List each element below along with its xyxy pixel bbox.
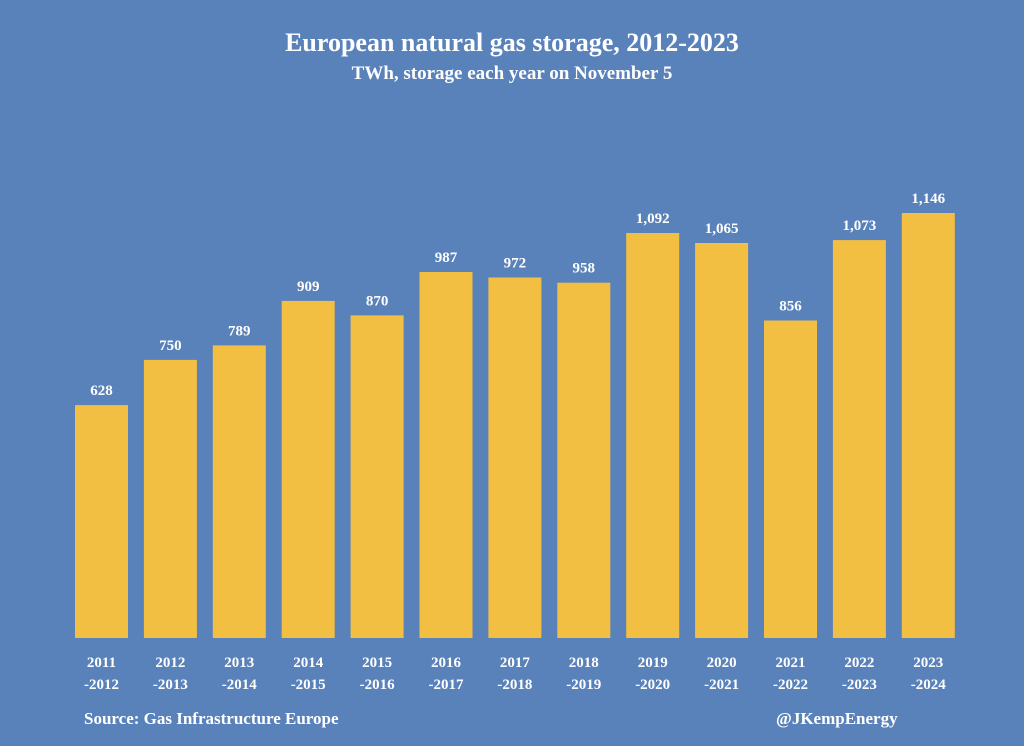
x-tick-label: 2019 -2020: [635, 655, 670, 693]
bar-2015: [350, 315, 404, 638]
x-tick-label: 2014 -2015: [291, 655, 326, 693]
x-tick-label: 2011 -2012: [84, 655, 119, 693]
x-tick-label: 2016 -2017: [429, 655, 464, 693]
data-label: 1,146: [911, 191, 945, 207]
bar-2014: [281, 300, 335, 638]
data-label: 972: [504, 256, 527, 272]
x-tick-label: 2021 -2022: [773, 655, 808, 693]
data-label: 750: [159, 338, 182, 354]
data-label: 856: [779, 299, 802, 315]
data-label: 1,065: [705, 221, 739, 237]
x-tick-label: 2022 -2023: [842, 655, 877, 693]
x-tick-label: 2015 -2016: [360, 655, 395, 693]
bar-2016: [419, 272, 473, 638]
bar-2017: [488, 277, 542, 638]
bar-2020: [695, 243, 749, 638]
data-label: 909: [297, 279, 320, 295]
chart-subtitle: TWh, storage each year on November 5: [351, 63, 673, 84]
data-label: 1,073: [843, 218, 877, 234]
chart-title: European natural gas storage, 2012-2023: [285, 28, 739, 57]
x-tick-label: 2020 -2021: [704, 655, 739, 693]
bar-2023: [901, 213, 955, 638]
bar-2019: [626, 233, 680, 638]
bar-2022: [832, 240, 886, 638]
x-tick-label: 2012 -2013: [153, 655, 188, 693]
source-note: Source: Gas Infrastructure Europe: [84, 709, 339, 728]
bar-2013: [212, 345, 266, 638]
data-label: 870: [366, 293, 389, 309]
author-handle: @JKempEnergy: [776, 709, 898, 728]
data-label: 628: [90, 383, 113, 399]
bar-2012: [143, 359, 197, 638]
bar-2021: [764, 320, 817, 638]
x-tick-label: 2017 -2018: [497, 655, 532, 693]
bar-2011: [75, 405, 128, 638]
x-tick-label: 2023 -2024: [911, 655, 946, 693]
x-tick-label: 2013 -2014: [222, 655, 257, 693]
bar-2018: [557, 282, 611, 638]
data-label: 1,092: [636, 211, 670, 227]
x-tick-label: 2018 -2019: [566, 655, 601, 693]
data-label: 987: [435, 250, 458, 266]
data-label: 958: [573, 261, 596, 277]
data-label: 789: [228, 323, 251, 339]
